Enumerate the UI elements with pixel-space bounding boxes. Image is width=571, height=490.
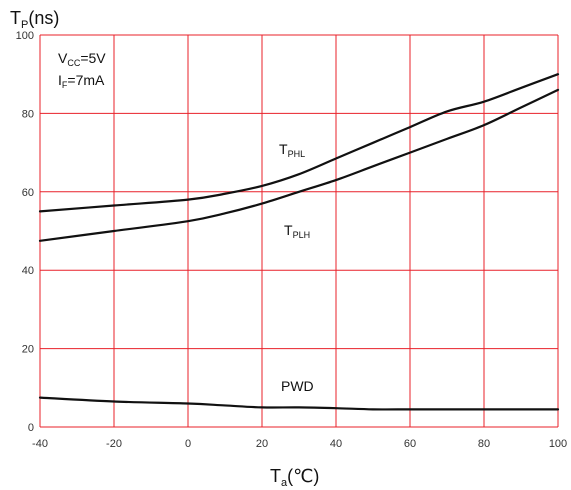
y-axis-label: TP(ns) [10,8,59,31]
y-tick-label: 0 [28,422,34,434]
x-tick-label: -20 [106,438,122,450]
x-axis-label: Ta(℃) [270,466,319,489]
x-tick-label: 60 [404,438,416,450]
x-tick-label: 40 [330,438,342,450]
y-tick-label: 40 [22,265,34,277]
x-tick-label: -40 [32,438,48,450]
series-label-tplh: TPLH [284,222,310,240]
x-tick-label: 80 [478,438,490,450]
condition-if: IF=7mA [58,72,105,90]
x-tick-label: 20 [256,438,268,450]
series-line-tphl [38,73,560,213]
chart-grid [39,34,559,428]
x-tick-label: 100 [549,438,567,450]
chart-series [38,73,560,411]
y-tick-label: 80 [22,108,34,120]
condition-vcc: VCC=5V [58,50,106,68]
y-tick-label: 20 [22,344,34,356]
series-label-pwd: PWD [281,378,314,394]
series-line-pwd [38,396,560,411]
y-tick-label: 60 [22,187,34,199]
series-line-tplh [38,88,560,242]
y-tick-label: 100 [16,30,34,42]
chart-axes: -40 -20 0 20 40 60 80 100 0 20 40 60 80 100 [16,30,568,450]
x-tick-label: 0 [185,438,191,450]
series-label-tphl: TPHL [279,141,305,159]
